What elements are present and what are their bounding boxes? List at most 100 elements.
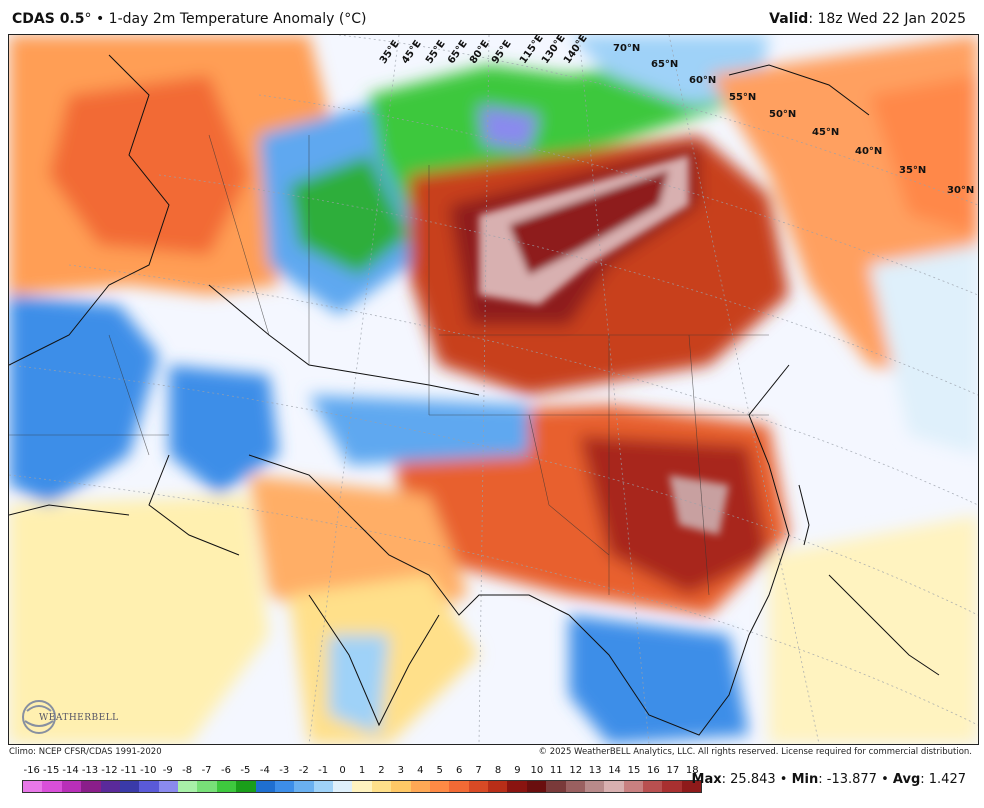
valid-time: Valid: 18z Wed 22 Jan 2025 xyxy=(769,11,966,27)
colorbar-tick-label: -5 xyxy=(240,765,251,776)
colorbar-swatch xyxy=(643,781,663,792)
colorbar-tick-label: -15 xyxy=(42,765,60,776)
colorbar-tick-label: 9 xyxy=(514,765,521,776)
weatherbell-logo: WEATHERBELL xyxy=(21,695,118,739)
colorbar-swatch xyxy=(61,781,82,792)
colorbar-swatch xyxy=(333,781,353,792)
colorbar-tick-label: 5 xyxy=(436,765,443,776)
colorbar-tick-label: -16 xyxy=(23,765,40,776)
colorbar-swatch xyxy=(371,781,392,792)
colorbar-tick-label: -2 xyxy=(298,765,309,776)
lat-label-50n: 50°N xyxy=(769,109,797,120)
colorbar-tick-label: -8 xyxy=(182,765,193,776)
climo-credit: Climo: NCEP CFSR/CDAS 1991-2020 xyxy=(9,747,162,757)
colorbar-tick-label: -7 xyxy=(201,765,212,776)
field-stats: Max: 25.843 • Min: -13.877 • Avg: 1.427 xyxy=(692,772,966,787)
colorbar-swatch xyxy=(526,781,547,792)
colorbar-tick-label: 15 xyxy=(627,765,641,776)
colorbar-swatch xyxy=(23,781,43,792)
colorbar-swatch xyxy=(139,781,159,792)
lat-label-70n: 70°N xyxy=(613,43,641,54)
colorbar-tick-label: 10 xyxy=(530,765,544,776)
colorbar-tick-label: -10 xyxy=(140,765,157,776)
stat-min-label: Min xyxy=(791,772,819,787)
colorbar-swatch xyxy=(42,781,62,792)
colorbar-tick-label: 7 xyxy=(475,765,482,776)
stat-max-value: : 25.843 xyxy=(721,772,776,787)
colorbar-swatch xyxy=(197,781,217,792)
lat-label-40n: 40°N xyxy=(855,146,883,157)
colorbar-swatch xyxy=(255,781,275,792)
colorbar-tick-label: 2 xyxy=(378,765,385,776)
colorbar-tick-label: 18 xyxy=(685,765,699,776)
colorbar-tick-label: -14 xyxy=(62,765,79,776)
stat-min-value: : -13.877 xyxy=(818,772,877,787)
colorbar-swatch xyxy=(488,781,508,792)
colorbar-swatch xyxy=(100,781,120,792)
stat-max-label: Max xyxy=(691,772,722,787)
colorbar-swatch xyxy=(216,781,237,792)
anomaly-field xyxy=(9,35,978,744)
colorbar-tick-label: -3 xyxy=(279,765,290,776)
colorbar-swatch xyxy=(274,781,295,792)
colorbar-swatch xyxy=(313,781,333,792)
header-bar: CDAS 0.5° • 1-day 2m Temperature Anomaly… xyxy=(0,0,984,34)
logo-text: WEATHERBELL xyxy=(39,713,119,723)
lat-label-65n: 65°N xyxy=(651,59,679,70)
title-separator: • xyxy=(91,11,109,27)
stat-avg-value: : 1.427 xyxy=(920,772,966,787)
colorbar-swatch xyxy=(468,781,488,792)
colorbar-tick-label: 8 xyxy=(494,765,502,776)
colorbar-tick-label: 6 xyxy=(455,765,463,776)
colorbar-swatch xyxy=(429,781,450,792)
colorbar-tick-labels: -16 -15 -14 -13 -12 -11 -10 -9 -8 -7 -6 -5 -4 -3 -2 -1 0… xyxy=(22,765,702,779)
colorbar-tick-label: -1 xyxy=(318,765,329,776)
colorbar-swatch xyxy=(604,781,624,792)
map-title: CDAS 0.5° • 1-day 2m Temperature Anomaly… xyxy=(12,11,367,27)
colorbar-tick-label: 12 xyxy=(569,765,583,776)
colorbar-tick-label: 11 xyxy=(549,765,563,776)
colorbar-swatch xyxy=(565,781,585,792)
colorbar-swatch xyxy=(623,781,643,792)
lat-label-55n: 55°N xyxy=(729,92,757,103)
copyright-credit: © 2025 WeatherBELL Analytics, LLC. All r… xyxy=(538,747,972,757)
colorbar-tick-label: 1 xyxy=(358,765,366,776)
colorbar-tick-label: -6 xyxy=(221,765,231,776)
colorbar-tick-label: -12 xyxy=(101,765,118,776)
colorbar-tick-label: 13 xyxy=(588,765,602,776)
colorbar-tick-label: 4 xyxy=(417,765,424,776)
degree-symbol: ° xyxy=(84,11,92,27)
colorbar-tick-label: -4 xyxy=(259,765,270,776)
valid-label: Valid xyxy=(769,11,809,27)
lat-label-30n: 30°N xyxy=(947,185,975,196)
anomaly-map: 35°E 45°E 55°E 65°E 80°E 95°E 115°E 130°… xyxy=(8,34,979,745)
colorbar-swatches xyxy=(22,780,702,793)
colorbar-tick-label: 0 xyxy=(339,765,346,776)
lat-label-60n: 60°N xyxy=(689,75,717,86)
colorbar-swatch xyxy=(681,781,702,792)
stat-sep-2: • xyxy=(876,772,893,787)
colorbar-swatch xyxy=(158,781,178,792)
lat-label-45n: 45°N xyxy=(812,127,840,138)
stat-sep-1: • xyxy=(775,772,792,787)
coastlines xyxy=(9,54,940,736)
colorbar-swatch xyxy=(507,781,527,792)
stat-avg-label: Avg xyxy=(892,772,921,787)
colorbar-tick-label: 17 xyxy=(666,765,680,776)
colorbar-swatch xyxy=(546,781,566,792)
logo-emblem-icon xyxy=(22,700,56,734)
colorbar-tick-label: -13 xyxy=(81,765,99,776)
colorbar-tick-label: 3 xyxy=(397,765,405,776)
colorbar-swatch xyxy=(294,781,314,792)
colorbar-tick-label: -9 xyxy=(162,765,173,776)
colorbar-swatch xyxy=(119,781,140,792)
graticule xyxy=(9,35,978,744)
colorbar-swatch xyxy=(584,781,605,792)
country-borders xyxy=(9,134,769,596)
lat-label-35n: 35°N xyxy=(899,165,927,176)
colorbar-tick-label: 16 xyxy=(647,765,660,776)
colorbar-swatch xyxy=(178,781,198,792)
product-name: 1-day 2m Temperature Anomaly (°C) xyxy=(108,11,367,27)
colorbar-swatch xyxy=(81,781,101,792)
colorbar-tick-label: 14 xyxy=(608,765,621,776)
